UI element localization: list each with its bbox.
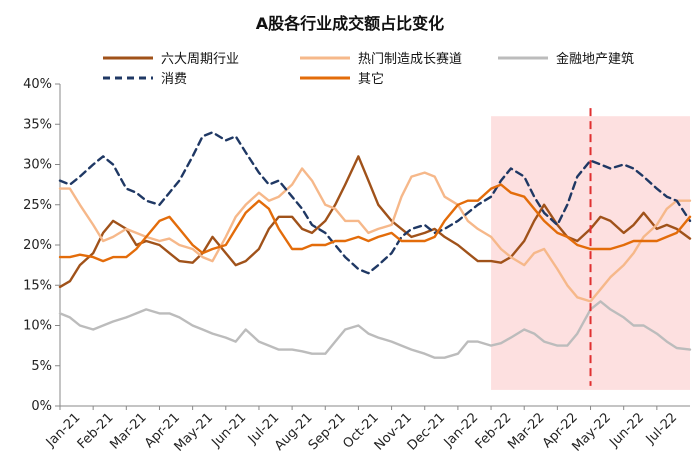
series-line-4 bbox=[58, 183, 692, 263]
plot-area: 0%5%10%15%20%25%30%35%40%Jan-21Feb-21Mar… bbox=[23, 77, 692, 455]
y-tick-label: 35% bbox=[23, 117, 52, 132]
y-tick-label: 0% bbox=[31, 399, 52, 414]
x-tick-label: Mar-21 bbox=[107, 410, 149, 452]
y-tick-label: 10% bbox=[23, 319, 52, 334]
y-tick-label: 5% bbox=[31, 359, 52, 374]
legend-label-3: 消费 bbox=[161, 72, 187, 87]
x-tick-label: Jul-22 bbox=[643, 410, 680, 447]
x-tick-label: Jun-21 bbox=[209, 410, 250, 451]
y-tick-label: 30% bbox=[23, 158, 52, 173]
x-tick-label: Jun-22 bbox=[606, 410, 647, 451]
y-tick-label: 15% bbox=[23, 278, 52, 293]
x-tick-label: Mar-22 bbox=[505, 410, 547, 452]
series-line-3 bbox=[58, 131, 692, 275]
series-line-0 bbox=[58, 155, 692, 289]
y-tick-label: 40% bbox=[23, 77, 52, 92]
y-tick-label: 25% bbox=[23, 198, 52, 213]
y-tick-label: 20% bbox=[23, 238, 52, 253]
x-tick-label: Sep-21 bbox=[306, 410, 349, 453]
legend-label-0: 六大周期行业 bbox=[161, 52, 239, 67]
series-line-2 bbox=[58, 300, 692, 359]
chart-title: A股各行业成交额占比变化 bbox=[256, 14, 444, 33]
series-line-1 bbox=[58, 167, 692, 303]
legend-label-2: 金融地产建筑 bbox=[556, 51, 634, 67]
x-tick-label: Aug-21 bbox=[272, 410, 316, 454]
legend-label-1: 热门制造成长赛道 bbox=[358, 51, 462, 67]
x-tick-label: Dec-21 bbox=[405, 410, 448, 453]
legend-label-4: 其它 bbox=[358, 71, 384, 87]
